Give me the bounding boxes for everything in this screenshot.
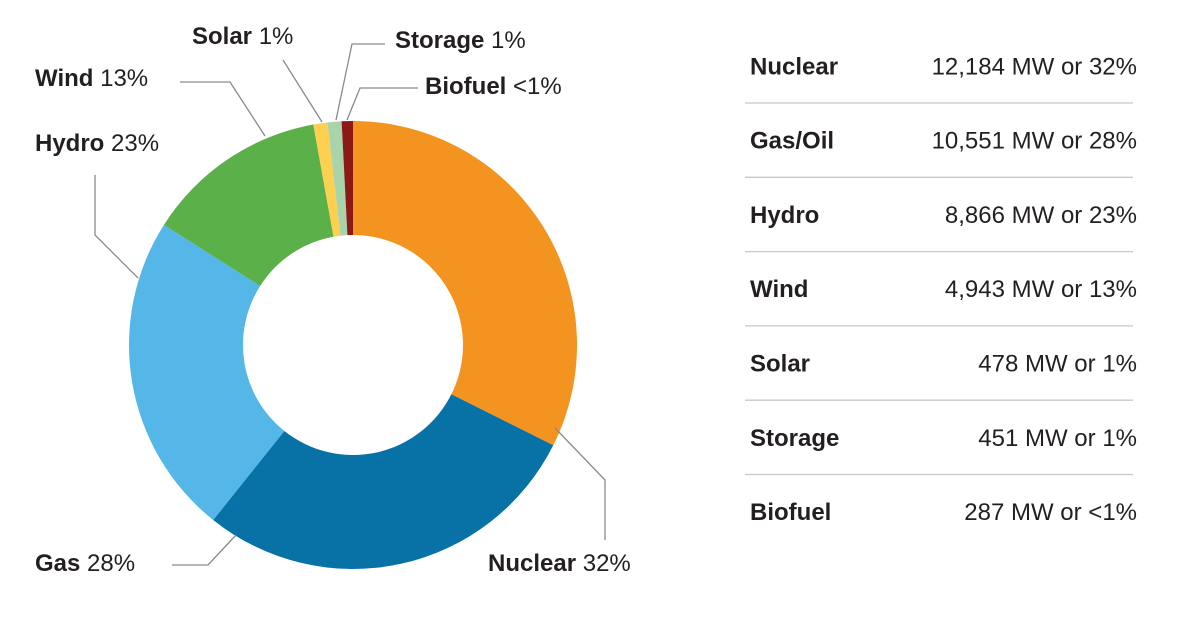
table-label: Biofuel: [750, 499, 831, 526]
slice-name: Hydro: [35, 130, 104, 157]
slice-name: Wind: [35, 65, 93, 92]
leader-line: [172, 534, 237, 566]
donut-slice: [129, 224, 285, 521]
leader-line: [180, 81, 266, 137]
table-value: 4,943 MW or 13%: [945, 276, 1137, 303]
table-label: Hydro: [750, 202, 819, 229]
leader-line: [94, 175, 139, 279]
slice-percent: 23%: [111, 130, 159, 157]
slice-name: Nuclear: [488, 550, 576, 577]
leader-line: [282, 59, 323, 123]
slice-percent: 13%: [100, 65, 148, 92]
slice-percent: 28%: [87, 550, 135, 577]
slice-label: Hydro 23%: [35, 130, 159, 157]
donut-slice: [341, 121, 353, 236]
donut-slice: [353, 121, 577, 446]
slice-name: Storage: [395, 27, 484, 54]
leader-line: [335, 43, 385, 121]
table-label: Gas/Oil: [750, 128, 834, 155]
slice-name: Biofuel: [425, 73, 506, 100]
table-value: 451 MW or 1%: [978, 425, 1137, 452]
slice-label: Nuclear 32%: [488, 550, 631, 577]
slice-percent: 1%: [259, 23, 294, 50]
slice-name: Solar: [192, 23, 252, 50]
donut-slice: [313, 122, 341, 237]
table-value: 8,866 MW or 23%: [945, 202, 1137, 229]
table-value: 287 MW or <1%: [964, 499, 1137, 526]
donut-slice: [213, 394, 554, 569]
donut-slice: [163, 124, 334, 287]
slice-label: Storage 1%: [395, 27, 526, 54]
leader-line: [554, 427, 606, 540]
table-label: Wind: [750, 276, 808, 303]
slice-percent: <1%: [513, 73, 562, 100]
slice-label: Wind 13%: [35, 65, 148, 92]
table-label: Storage: [750, 425, 839, 452]
leader-line: [346, 87, 418, 121]
table-value: 10,551 MW or 28%: [932, 128, 1137, 155]
donut-slice: [327, 121, 348, 236]
slice-label: Solar 1%: [192, 23, 293, 50]
slice-label: Biofuel <1%: [425, 73, 562, 100]
slice-percent: 32%: [583, 550, 631, 577]
slice-name: Gas: [35, 550, 80, 577]
table-label: Nuclear: [750, 53, 838, 80]
table-value: 478 MW or 1%: [978, 351, 1137, 378]
slice-percent: 1%: [491, 27, 526, 54]
slice-label: Gas 28%: [35, 550, 135, 577]
table-value: 12,184 MW or 32%: [932, 53, 1137, 80]
table-label: Solar: [750, 351, 810, 378]
